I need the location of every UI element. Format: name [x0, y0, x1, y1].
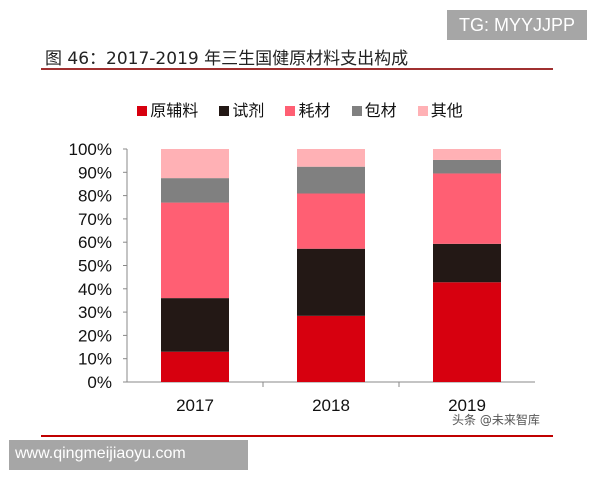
source-watermark: 头条 @未来智库 — [452, 413, 540, 427]
legend-item-2: 耗材 — [285, 101, 331, 120]
y-tick-label: 10% — [78, 350, 112, 369]
bar-segment-2019-3 — [433, 159, 501, 174]
legend-label: 其他 — [430, 101, 463, 120]
bar-segment-2017-1 — [161, 298, 229, 352]
y-tick-label: 60% — [78, 233, 112, 252]
legend-item-0: 原辅料 — [137, 101, 198, 120]
bar-segment-2019-4 — [433, 149, 501, 160]
url-watermark: www.qingmeijiaoyu.com — [9, 440, 248, 470]
bar-segment-2019-0 — [433, 282, 501, 382]
y-tick-label: 50% — [78, 257, 112, 276]
legend-item-1: 试剂 — [219, 101, 264, 120]
legend-swatch — [417, 106, 428, 116]
legend-swatch — [351, 106, 362, 116]
y-tick-label: 30% — [78, 303, 112, 322]
bar-segment-2019-1 — [433, 243, 501, 283]
legend-item-3: 包材 — [351, 101, 397, 120]
chart-title: 图 46：2017-2019 年三生国健原材料支出构成 — [45, 49, 409, 69]
y-tick-label: 0% — [87, 373, 112, 392]
bar-segment-2017-0 — [161, 351, 229, 382]
y-tick-label: 70% — [78, 210, 112, 229]
bottom-divider — [41, 435, 553, 437]
x-tick-label: 2019 — [448, 396, 486, 415]
legend-label: 包材 — [364, 101, 397, 120]
bar-segment-2018-3 — [297, 166, 365, 194]
bar-segment-2017-2 — [161, 202, 229, 299]
bar-segment-2019-2 — [433, 173, 501, 244]
bar-segment-2018-1 — [297, 248, 365, 316]
bar-segment-2018-0 — [297, 315, 365, 382]
title-divider — [41, 68, 553, 70]
bar-segment-2017-3 — [161, 178, 229, 203]
legend-swatch — [285, 106, 296, 116]
y-tick-label: 100% — [69, 140, 112, 159]
y-tick-label: 80% — [78, 187, 112, 206]
legend-swatch — [219, 106, 230, 116]
x-tick-label: 2018 — [312, 396, 350, 415]
bar-segment-2018-2 — [297, 193, 365, 249]
y-tick-label: 20% — [78, 326, 112, 345]
tg-watermark: TG: MYYJJPP — [447, 10, 587, 40]
legend-label: 耗材 — [298, 101, 331, 120]
x-tick-label: 2017 — [176, 396, 214, 415]
legend-item-4: 其他 — [417, 101, 463, 120]
bar-segment-2017-4 — [161, 149, 229, 179]
legend-swatch — [137, 106, 148, 116]
bar-segment-2018-4 — [297, 149, 365, 167]
legend: 原辅料 试剂 耗材 包材 其他 — [0, 97, 600, 121]
y-tick-label: 90% — [78, 163, 112, 182]
legend-label: 原辅料 — [150, 101, 199, 120]
legend-label: 试剂 — [232, 101, 265, 120]
y-tick-label: 40% — [78, 280, 112, 299]
